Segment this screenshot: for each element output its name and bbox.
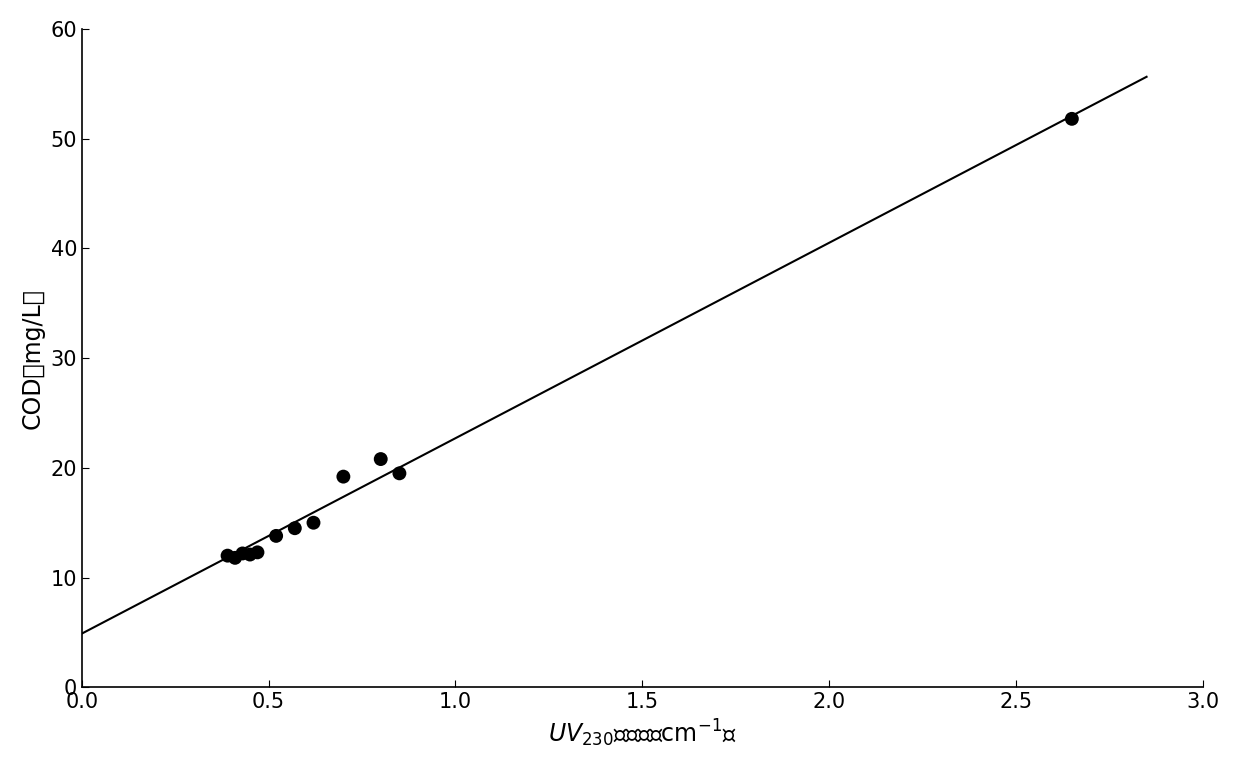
Point <box>285 522 305 534</box>
Point <box>334 470 353 483</box>
Point <box>304 517 324 529</box>
Point <box>389 467 409 480</box>
Point <box>226 551 246 564</box>
Point <box>248 546 268 558</box>
Point <box>218 550 238 562</box>
X-axis label: $UV_{230}$吸光度（cm$^{-1}$）: $UV_{230}$吸光度（cm$^{-1}$） <box>548 718 737 749</box>
Point <box>267 530 286 542</box>
Y-axis label: COD（mg/L）: COD（mg/L） <box>21 288 45 429</box>
Point <box>371 453 391 465</box>
Point <box>1061 112 1081 125</box>
Point <box>241 548 260 561</box>
Point <box>233 547 253 560</box>
